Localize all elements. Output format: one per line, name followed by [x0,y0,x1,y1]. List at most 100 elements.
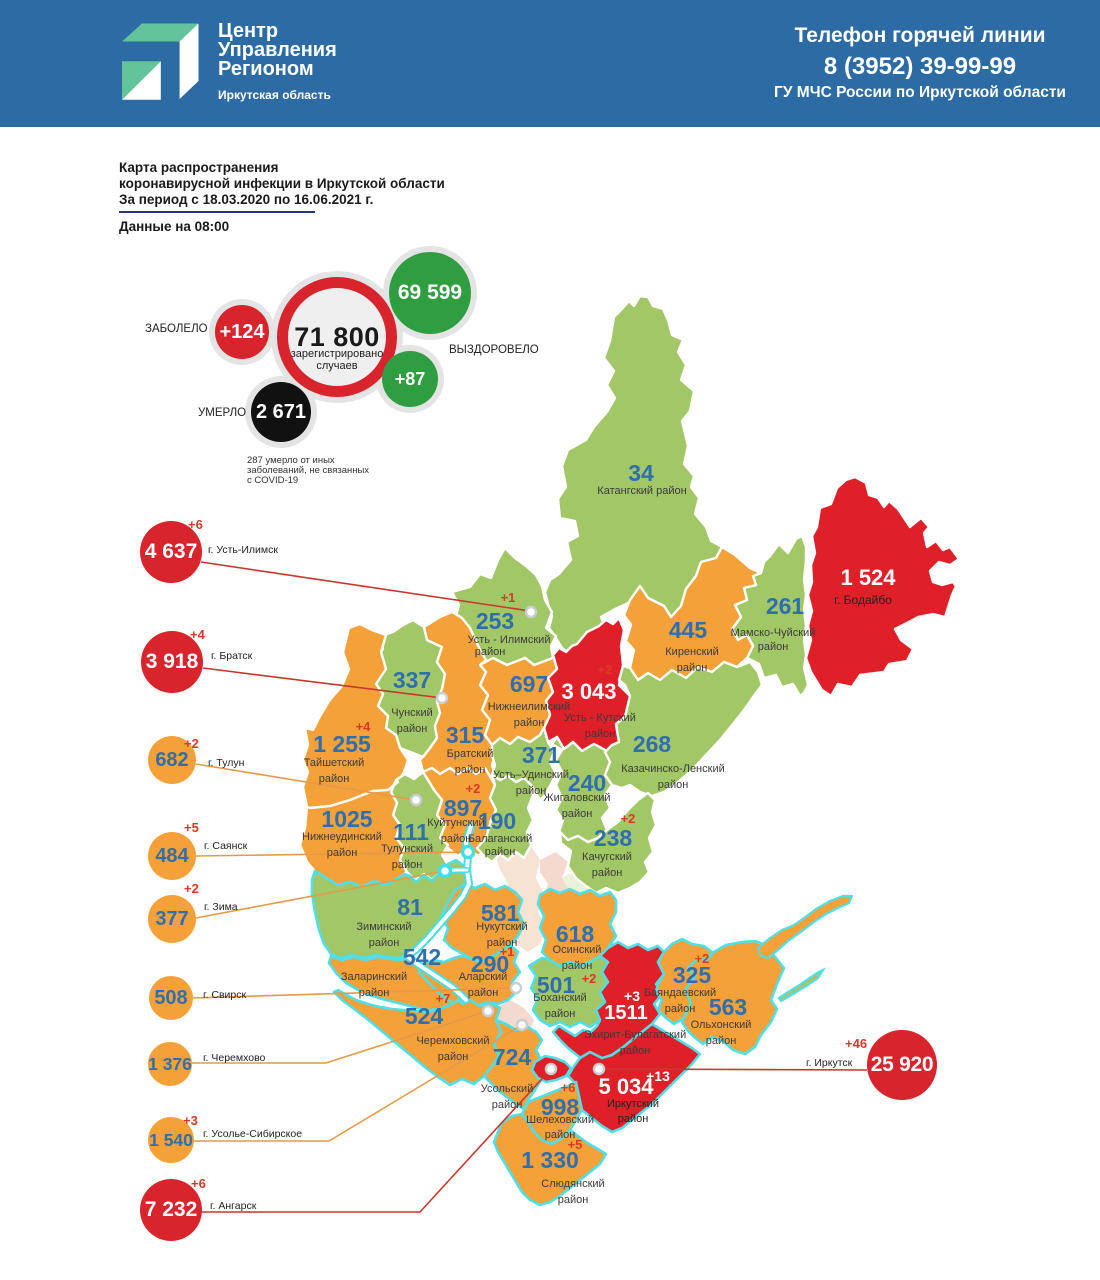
svg-text:район: район [475,646,506,658]
svg-text:897: 897 [444,795,482,821]
svg-text:Усть - Кутский: Усть - Кутский [564,712,636,724]
svg-text:Эхирит-Булагатский: Эхирит-Булагатский [584,1029,686,1041]
svg-text:501: 501 [537,972,576,998]
svg-text:3 043: 3 043 [561,679,616,704]
svg-text:район: район [397,723,428,735]
svg-text:+3: +3 [624,988,640,1004]
svg-text:район: район [369,937,400,949]
svg-text:371: 371 [522,742,561,768]
svg-text:Качугский: Качугский [582,851,632,863]
svg-text:+2: +2 [621,811,636,826]
svg-text:+13: +13 [646,1068,670,1084]
svg-text:район: район [438,1051,469,1063]
svg-text:315: 315 [446,722,485,748]
svg-text:район: район [487,937,518,949]
svg-text:Усольский: Усольский [481,1083,534,1095]
svg-text:район: район [677,662,708,674]
svg-text:+4: +4 [356,719,372,734]
svg-text:район: район [492,1099,523,1111]
svg-text:+2: +2 [695,951,710,966]
svg-text:618: 618 [556,921,595,947]
svg-text:998: 998 [541,1094,580,1120]
svg-text:1 524: 1 524 [840,565,896,590]
svg-text:445: 445 [669,617,708,643]
svg-text:190: 190 [478,808,516,834]
svg-text:район: район [758,641,789,653]
svg-text:524: 524 [405,1003,444,1029]
svg-text:253: 253 [476,608,514,634]
svg-text:район: район [468,987,499,999]
svg-text:Слюдянский: Слюдянский [541,1178,604,1190]
svg-text:район: район [545,1129,576,1141]
svg-text:Чунский: Чунский [391,707,433,719]
svg-text:район: район [658,779,689,791]
svg-text:34: 34 [628,460,654,486]
svg-text:5 034: 5 034 [598,1074,654,1099]
svg-text:г. Бодайбо: г. Бодайбо [834,593,892,607]
svg-text:+1: +1 [501,590,516,605]
svg-text:290: 290 [471,951,509,977]
svg-text:Балаганский: Балаганский [468,833,532,845]
svg-text:Баяндаевский: Баяндаевский [644,987,716,999]
svg-text:238: 238 [594,825,633,851]
svg-text:Черемховский: Черемховский [416,1035,489,1047]
svg-text:+2: +2 [466,781,481,796]
svg-text:район: район [319,773,350,785]
svg-text:1511: 1511 [604,1002,647,1024]
svg-text:+1: +1 [500,944,515,959]
svg-text:Катангский район: Катангский район [597,485,686,497]
svg-text:1 255: 1 255 [313,731,371,757]
svg-text:район: район [558,1194,589,1206]
svg-text:Иркутский: Иркутский [607,1098,659,1110]
svg-text:район: район [585,728,616,740]
svg-text:Ольхонский: Ольхонский [691,1019,752,1031]
svg-text:563: 563 [709,994,747,1020]
svg-text:Тайшетский: Тайшетский [304,757,365,769]
svg-text:Аларский: Аларский [459,971,508,983]
svg-text:район: район [327,847,358,859]
svg-text:+7: +7 [436,991,451,1006]
svg-text:+2: +2 [582,971,597,986]
svg-text:Нукутский: Нукутский [476,921,527,933]
svg-text:Шелеховский: Шелеховский [526,1114,594,1126]
svg-text:Братский: Братский [447,748,494,760]
svg-text:район: район [665,1003,696,1015]
svg-text:район: район [618,1113,649,1125]
svg-text:Осинский: Осинский [553,944,602,956]
svg-text:район: район [545,1008,576,1020]
svg-text:район: район [392,859,423,871]
svg-text:+5: +5 [568,1137,583,1152]
svg-text:Нижнеудинский: Нижнеудинский [302,831,382,843]
svg-text:район: район [441,833,472,845]
svg-text:Нижнеилимский: Нижнеилимский [488,701,571,713]
svg-text:Зиминский: Зиминский [356,921,411,933]
svg-text:240: 240 [568,770,606,796]
svg-text:724: 724 [493,1044,532,1070]
svg-text:район: район [455,764,486,776]
svg-text:Усть - Илимский: Усть - Илимский [468,634,551,646]
svg-text:1 330: 1 330 [521,1147,579,1173]
svg-text:Мамско-Чуйский: Мамско-Чуйский [731,627,816,639]
svg-text:Куйтунский: Куйтунский [427,817,484,829]
svg-text:Киренский: Киренский [665,646,718,658]
svg-text:325: 325 [673,962,712,988]
svg-text:81: 81 [397,894,423,920]
svg-text:район: район [706,1035,737,1047]
svg-text:+6: +6 [561,1080,576,1095]
svg-text:Заларинский: Заларинский [341,971,407,983]
svg-text:Жигаловский: Жигаловский [543,792,610,804]
svg-text:697: 697 [510,671,548,697]
svg-text:542: 542 [403,944,441,970]
svg-text:337: 337 [393,667,431,693]
svg-text:+2: +2 [598,662,613,677]
svg-text:Усть–Удинский: Усть–Удинский [493,769,569,781]
svg-text:111: 111 [393,819,429,845]
svg-text:район: район [485,846,516,858]
svg-text:район: район [562,960,593,972]
svg-text:Боханский: Боханский [533,992,586,1004]
svg-text:район: район [592,867,623,879]
svg-text:район: район [514,717,545,729]
svg-text:261: 261 [766,593,805,619]
svg-text:581: 581 [481,900,520,926]
svg-text:район: район [516,785,547,797]
